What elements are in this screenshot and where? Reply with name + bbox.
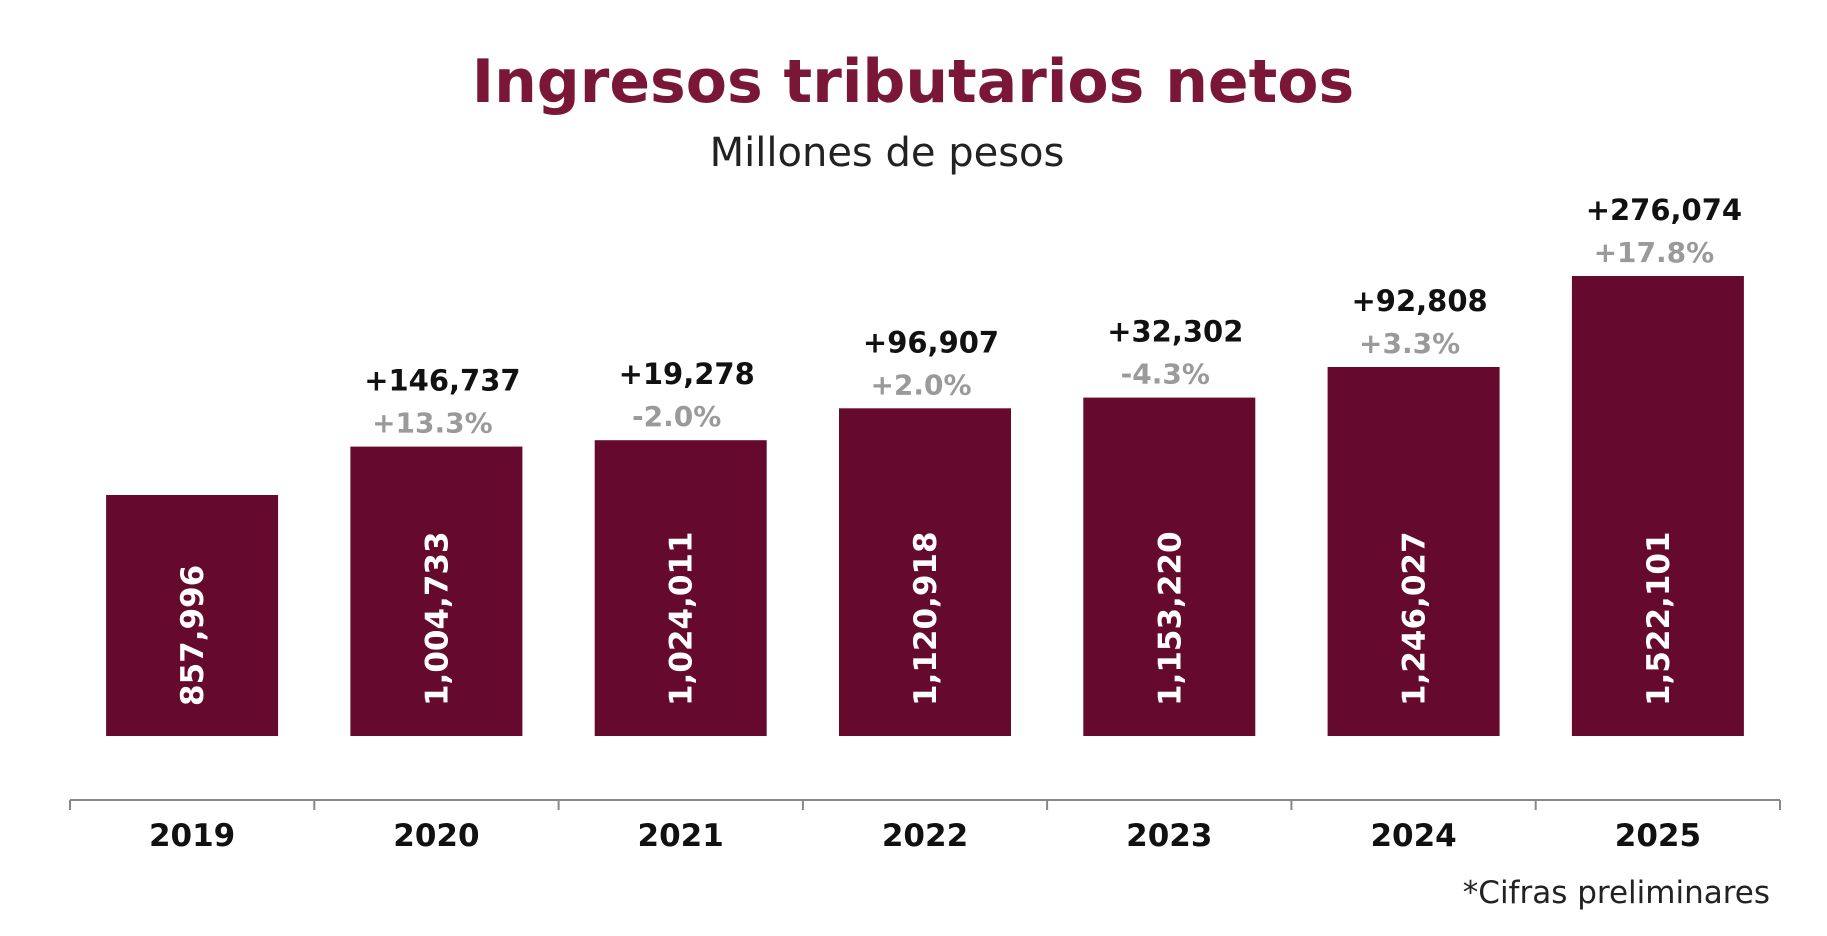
x-tick-label-2023: 2023 <box>1126 818 1212 854</box>
x-tick-label-2019: 2019 <box>149 818 235 854</box>
x-tick-label-2022: 2022 <box>882 818 968 854</box>
bar-value-label-2022: 1,120,918 <box>908 531 944 706</box>
change-abs-label-2021: +19,278 <box>619 357 755 391</box>
bar-2021 <box>594 440 767 736</box>
x-axis: 2019 2020 2021 2022 2023 2024 2025 <box>69 799 1781 854</box>
x-tick-label-2024: 2024 <box>1370 818 1456 854</box>
chart-subtitle: Millones de pesos <box>710 130 1065 176</box>
change-pct-label-2023: -4.3% <box>1121 358 1210 391</box>
bar-value-label-2024: 1,246,027 <box>1397 531 1433 706</box>
chart-title: Ingresos tributarios netos <box>472 47 1354 117</box>
change-abs-label-2025: +276,074 <box>1586 193 1742 227</box>
x-tick-label-2025: 2025 <box>1615 818 1701 854</box>
bar-value-label-2020: 1,004,733 <box>419 531 455 706</box>
bars-layer: 857,996 1,004,733 +146,737 +13.3% 1,024,011 +… <box>106 193 1744 736</box>
change-pct-label-2025: +17.8% <box>1594 236 1715 269</box>
bar-2023 <box>1083 397 1256 736</box>
change-pct-label-2022: +2.0% <box>870 368 971 401</box>
bar-2022 <box>839 408 1011 736</box>
bar-2019 <box>106 495 279 736</box>
change-abs-label-2023: +32,302 <box>1107 315 1243 349</box>
footnote: *Cifras preliminares <box>1463 875 1770 911</box>
bar-value-label-2019: 857,996 <box>175 565 211 706</box>
bar-2024 <box>1327 367 1500 736</box>
x-tick-label-2021: 2021 <box>638 818 724 854</box>
change-pct-label-2024: +3.3% <box>1359 327 1460 360</box>
change-pct-label-2020: +13.3% <box>372 407 493 440</box>
change-abs-label-2022: +96,907 <box>863 325 999 359</box>
bar-value-label-2023: 1,153,220 <box>1152 531 1188 706</box>
bar-2020 <box>350 446 523 736</box>
bar-value-label-2025: 1,522,101 <box>1641 531 1677 706</box>
change-abs-label-2020: +146,737 <box>364 364 520 398</box>
x-tick-label-2020: 2020 <box>393 818 479 854</box>
change-abs-label-2024: +92,808 <box>1351 284 1487 318</box>
bar-2025 <box>1571 276 1744 736</box>
change-pct-label-2021: -2.0% <box>632 400 721 433</box>
bar-value-label-2021: 1,024,011 <box>664 531 700 706</box>
